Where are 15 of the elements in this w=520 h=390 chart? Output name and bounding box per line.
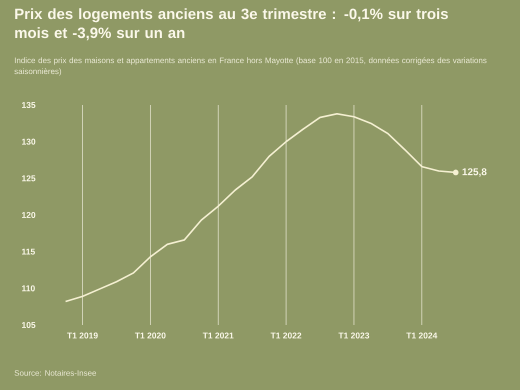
y-tick-label: 130 [22,138,36,145]
data-label: 125,8 [462,168,487,177]
x-tick-label: T1 2021 [202,332,234,339]
chart-title: Prix des logements anciens au 3e trimestre : -0,1% sur trois mois et -3,9% sur un an [15,8,448,40]
y-tick-label: 105 [22,322,36,328]
y-tick-label: 110 [22,285,35,292]
x-tick-label: T1 2024 [406,332,438,339]
y-tick-label: 125 [22,175,36,182]
y-tick-label: 115 [22,248,35,255]
x-tick-label: T1 2020 [134,332,166,339]
x-tick-label: T1 2022 [270,332,302,339]
x-tick-label: T1 2019 [67,332,98,339]
x-tick-label: T1 2023 [338,332,370,339]
y-tick-label: 135 [22,102,36,108]
y-tick-label: 120 [22,212,36,218]
